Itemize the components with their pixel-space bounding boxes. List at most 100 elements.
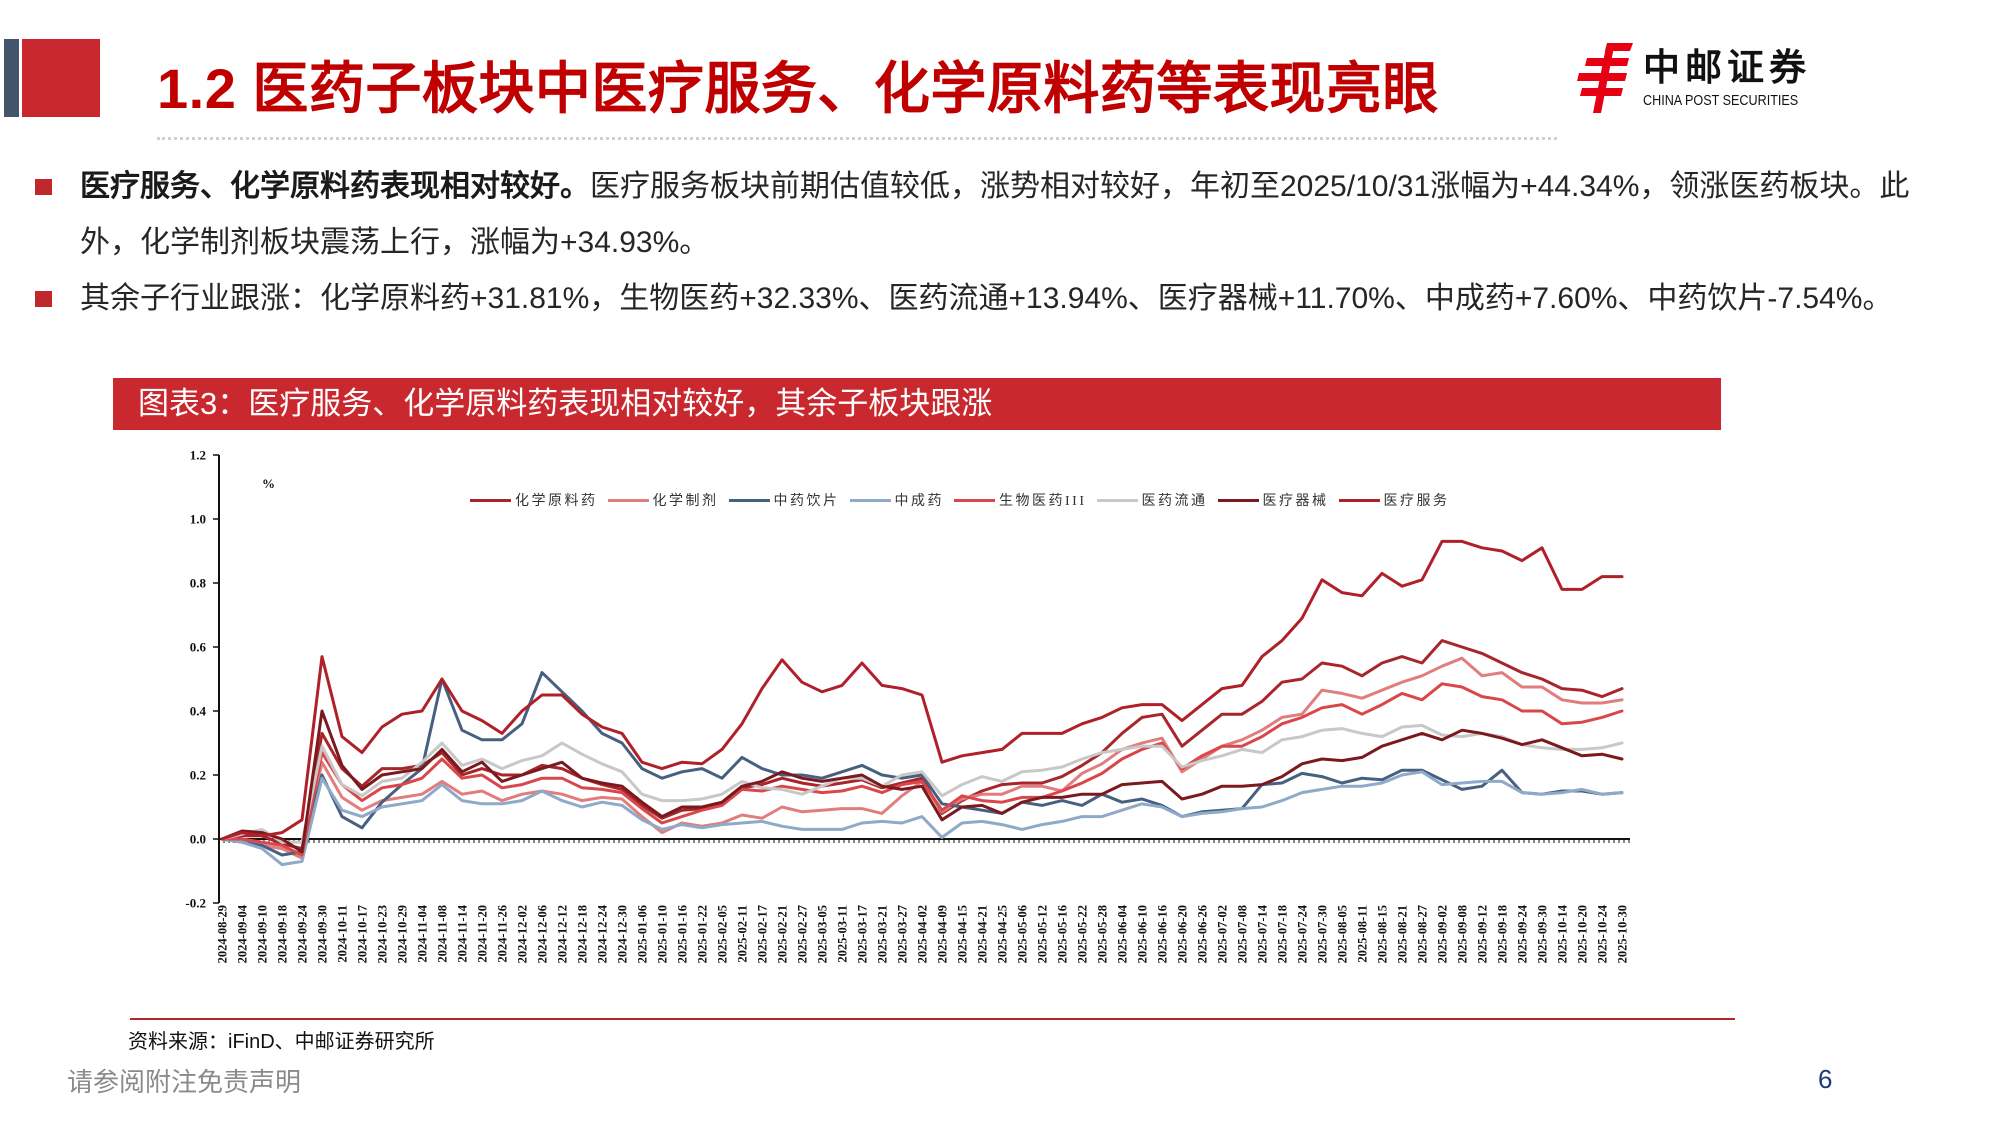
x-axis-date-label: 2025-07-02 [1216, 905, 1230, 963]
legend-line-swatch-icon [954, 498, 995, 502]
bullet-item: 医疗服务、化学原料药表现相对较好。医疗服务板块前期估值较低，涨势相对较好，年初至… [35, 159, 1925, 271]
x-axis-date-label: 2025-07-24 [1296, 904, 1310, 963]
x-axis-date-label: 2024-11-14 [456, 904, 470, 962]
x-axis-date-label: 2025-03-11 [836, 905, 850, 963]
source-divider [130, 1018, 1735, 1020]
x-axis-date-label: 2025-07-30 [1316, 905, 1330, 963]
x-axis-date-label: 2025-08-27 [1416, 905, 1430, 963]
chart-legend: 化学原料药 化学制剂 中药饮片 中成药 生物医药III 医药流通 医疗器械 医疗服务 [470, 490, 1450, 510]
x-axis-date-label: 2025-08-15 [1376, 905, 1390, 963]
logo-name-cn: 中邮证券 [1643, 47, 1811, 88]
x-axis-date-label: 2025-08-11 [1356, 905, 1370, 963]
x-axis-date-label: 2025-09-30 [1536, 905, 1550, 963]
y-axis-tick-label: 0.0 [190, 832, 206, 847]
x-axis-date-label: 2025-04-15 [956, 905, 970, 963]
x-axis-date-label: 2025-06-26 [1196, 905, 1210, 963]
page-number: 6 [1818, 1064, 1833, 1094]
x-axis-date-label: 2025-08-05 [1336, 905, 1350, 963]
x-axis-date-label: 2025-03-05 [816, 905, 830, 963]
page-title: 1.2 医药子板块中医疗服务、化学原料药等表现亮眼 [157, 57, 1439, 120]
x-axis-date-label: 2025-06-20 [1176, 905, 1190, 963]
series-line [220, 723, 1624, 844]
source-note: 资料来源：iFinD、中邮证券研究所 [128, 1031, 435, 1053]
bullet-body-text: 医疗服务板块前期估值较低，涨势相对较好，年初至2025/10/31涨幅为+44.… [80, 170, 1910, 259]
x-axis-date-label: 2025-10-20 [1576, 905, 1590, 963]
disclaimer-text: 请参阅附注免责声明 [67, 1067, 302, 1097]
series-line [220, 709, 1624, 854]
y-axis-tick-label: 0.6 [190, 640, 207, 655]
x-axis-date-label: 2025-07-18 [1276, 905, 1290, 963]
x-axis-date-label: 2025-09-12 [1476, 905, 1490, 963]
x-axis-date-label: 2025-02-05 [716, 905, 730, 963]
legend-label: 中药饮片 [773, 494, 840, 509]
x-axis-date-label: 2025-09-24 [1516, 904, 1530, 963]
series-line [220, 539, 1624, 841]
y-axis-tick-label: -0.2 [185, 896, 206, 911]
figure-title-banner: 图表3：医疗服务、化学原料药表现相对较好，其余子板块跟涨 [113, 378, 1721, 430]
legend-label: 医疗器械 [1262, 494, 1329, 509]
x-axis-date-label: 2025-05-16 [1056, 905, 1070, 963]
legend-line-swatch-icon [849, 498, 891, 502]
y-axis-tick-label: 0.4 [190, 704, 207, 719]
x-axis-date-label: 2025-04-09 [936, 905, 950, 963]
x-axis-date-label: 2025-02-27 [796, 905, 810, 963]
x-axis-date-label: 2024-09-10 [256, 905, 270, 963]
legend-item: 医疗器械 [1217, 490, 1329, 510]
x-axis-date-label: 2024-12-18 [576, 905, 590, 963]
x-axis-date-label: 2025-06-16 [1156, 905, 1170, 963]
x-axis-date-label: 2025-02-17 [756, 905, 770, 963]
series-line [220, 671, 1624, 857]
series-line [220, 682, 1624, 857]
x-axis-date-label: 2024-12-24 [596, 904, 610, 963]
x-axis-date-label: 2025-07-08 [1236, 905, 1250, 963]
legend-label: 医疗服务 [1383, 494, 1450, 509]
legend-item: 生物医药III [954, 490, 1087, 510]
header-accent-red-block [22, 39, 100, 117]
bullet-square-icon [35, 179, 52, 195]
x-axis-date-label: 2024-09-24 [296, 904, 310, 963]
legend-line-swatch-icon [607, 498, 649, 502]
x-axis-date-label: 2025-09-02 [1436, 905, 1450, 963]
x-axis-date-label: 2025-09-08 [1456, 905, 1470, 963]
legend-item: 中药饮片 [728, 490, 840, 510]
x-axis-date-label: 2025-05-22 [1076, 905, 1090, 963]
x-axis-date-label: 2024-10-11 [336, 905, 350, 963]
y-axis-tick-label: 0.8 [190, 576, 207, 591]
legend-label: 生物医药III [999, 494, 1087, 509]
x-axis-date-label: 2025-03-27 [896, 905, 910, 963]
x-axis-date-label: 2025-01-22 [696, 905, 710, 963]
legend-label: 化学原料药 [515, 494, 598, 509]
x-axis-date-label: 2024-12-06 [536, 905, 550, 963]
legend-line-swatch-icon [1096, 498, 1138, 502]
x-axis-date-label: 2025-04-02 [916, 905, 930, 963]
x-axis-date-label: 2025-01-06 [636, 905, 650, 963]
x-axis-date-label: 2025-06-10 [1136, 905, 1150, 963]
x-axis-date-label: 2024-11-08 [436, 905, 450, 963]
x-axis-date-label: 2025-05-12 [1036, 905, 1050, 963]
x-axis-date-label: 2025-09-18 [1496, 905, 1510, 963]
y-axis-tick-label: 0.2 [190, 768, 206, 783]
series-line [220, 639, 1624, 851]
x-axis-date-label: 2024-12-30 [616, 905, 630, 963]
x-axis-date-label: 2024-12-02 [516, 905, 530, 963]
y-axis-unit-label: % [262, 476, 275, 491]
x-axis-date-label: 2025-05-06 [1016, 905, 1030, 963]
x-axis-date-label: 2025-03-21 [876, 905, 890, 963]
x-axis-date-label: 2024-11-04 [416, 904, 430, 962]
legend-label: 中成药 [894, 494, 944, 509]
china-post-emblem-icon [1577, 43, 1633, 113]
x-axis-date-label: 2025-03-17 [856, 905, 870, 963]
logo-name-en: CHINA POST SECURITIES [1643, 92, 1799, 109]
x-axis-date-label: 2024-10-23 [376, 905, 390, 963]
series-line [220, 770, 1624, 867]
y-axis-tick-label: 1.0 [190, 512, 206, 527]
x-axis-date-label: 2024-09-04 [236, 904, 250, 963]
x-axis-date-label: 2025-06-04 [1116, 904, 1130, 963]
legend-line-swatch-icon [1338, 498, 1380, 502]
title-dotted-divider [157, 137, 1557, 140]
x-axis-date-label: 2025-08-21 [1396, 905, 1410, 963]
legend-line-swatch-icon [1217, 498, 1259, 502]
x-axis-date-label: 2024-11-20 [476, 905, 490, 963]
legend-item: 化学制剂 [607, 490, 719, 510]
x-axis-date-label: 2025-04-21 [976, 905, 990, 963]
